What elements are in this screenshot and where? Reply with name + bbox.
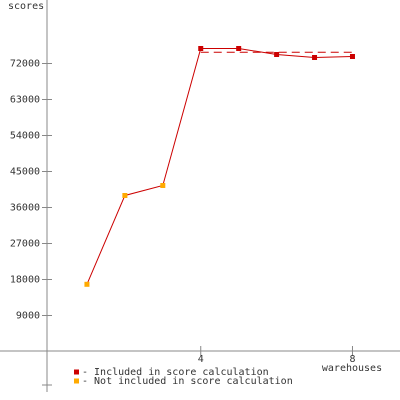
point-marker [198, 46, 204, 51]
y-tick-label: 63000 [10, 95, 40, 106]
point-marker [236, 46, 242, 51]
y-tick-label: 54000 [10, 131, 40, 142]
score-line [86, 48, 353, 285]
x-axis-label: warehouses [322, 363, 382, 374]
point-marker [160, 183, 166, 188]
point-marker [84, 281, 90, 287]
y-tick-label: 18000 [10, 275, 40, 286]
legend-swatch [74, 378, 79, 384]
point-marker [122, 193, 128, 198]
y-tick-label: 27000 [10, 239, 40, 250]
legend-label: - Not included in score calculation [82, 376, 293, 387]
x-tick-label: 8 [349, 354, 355, 365]
y-tick-label: 36000 [10, 203, 40, 214]
y-axis-label: scores [8, 1, 44, 12]
y-tick-label: 9000 [16, 311, 40, 322]
y-tick-label: 45000 [10, 167, 40, 178]
point-marker [312, 55, 318, 60]
legend-swatch [74, 369, 79, 375]
point-marker [349, 54, 355, 59]
y-tick-label: 72000 [10, 59, 40, 70]
x-tick-label: 4 [198, 354, 204, 365]
legend-label: - Included in score calculation [82, 367, 269, 378]
point-marker [274, 52, 280, 57]
